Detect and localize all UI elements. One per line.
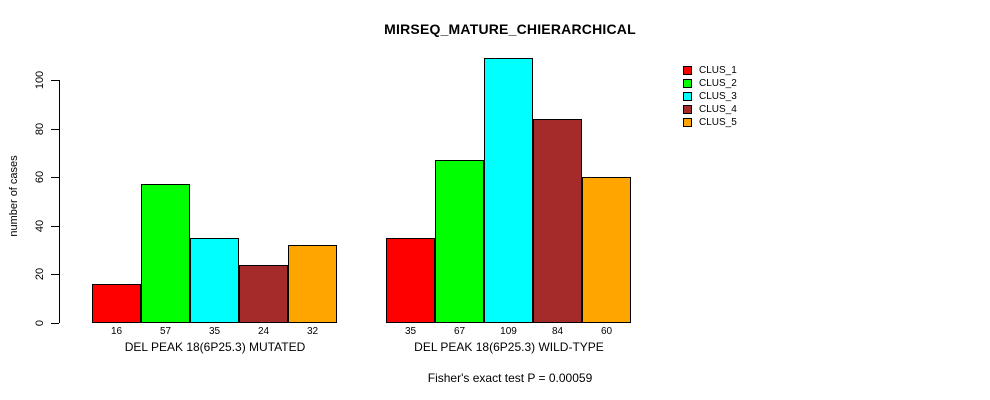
bar-clus_5-group2: [582, 177, 631, 323]
y-tick: [51, 177, 59, 178]
legend-label: CLUS_5: [699, 117, 737, 128]
y-axis-label: number of cases: [8, 155, 20, 237]
legend-swatch-icon: [683, 92, 692, 101]
legend-swatch-icon: [683, 105, 692, 114]
legend-label: CLUS_4: [699, 104, 737, 115]
bar-clus_1-group1: [92, 284, 141, 323]
legend-label: CLUS_2: [699, 78, 737, 89]
legend-item-clus_5: CLUS_5: [683, 116, 737, 129]
legend-item-clus_2: CLUS_2: [683, 77, 737, 90]
bar-clus_5-group1: [288, 245, 337, 323]
group-label-1: DEL PEAK 18(6P25.3) MUTATED: [124, 340, 306, 354]
legend-swatch-icon: [683, 79, 692, 88]
y-tick-label: 40: [34, 219, 46, 233]
bar-value-label: 24: [257, 326, 270, 337]
y-axis-line: [59, 80, 60, 323]
legend-item-clus_3: CLUS_3: [683, 90, 737, 103]
legend-label: CLUS_1: [699, 65, 737, 76]
bar-value-label: 57: [159, 326, 172, 337]
legend-swatch-icon: [683, 118, 692, 127]
bar-clus_4-group2: [533, 119, 582, 323]
bar-value-label: 32: [306, 326, 319, 337]
y-tick: [51, 80, 59, 81]
y-tick-label: 20: [34, 267, 46, 281]
bar-value-label: 35: [208, 326, 221, 337]
chart-title: MIRSEQ_MATURE_CHIERARCHICAL: [384, 21, 636, 37]
legend-item-clus_4: CLUS_4: [683, 103, 737, 116]
bar-clus_4-group1: [239, 265, 288, 323]
legend: CLUS_1 CLUS_2 CLUS_3 CLUS_4 CLUS_5: [683, 64, 737, 129]
y-tick: [51, 323, 59, 324]
legend-label: CLUS_3: [699, 91, 737, 102]
legend-item-clus_1: CLUS_1: [683, 64, 737, 77]
bar-value-label: 109: [500, 326, 517, 337]
bar-value-label: 16: [110, 326, 123, 337]
bar-value-label: 35: [404, 326, 417, 337]
y-tick: [51, 129, 59, 130]
group-label-2: DEL PEAK 18(6P25.3) WILD-TYPE: [414, 340, 604, 354]
legend-swatch-icon: [683, 66, 692, 75]
bar-clus_2-group2: [435, 160, 484, 323]
bar-clus_2-group1: [141, 184, 190, 323]
y-tick-label: 60: [34, 170, 46, 184]
y-tick-label: 80: [34, 122, 46, 136]
y-tick-label: 0: [34, 319, 46, 327]
bar-value-label: 67: [453, 326, 466, 337]
bar-value-label: 84: [551, 326, 564, 337]
annotation-fishers-test: Fisher's exact test P = 0.00059: [427, 371, 593, 385]
y-tick: [51, 226, 59, 227]
y-tick: [51, 274, 59, 275]
bar-clus_3-group1: [190, 238, 239, 323]
bar-clus_1-group2: [386, 238, 435, 323]
bar-clus_3-group2: [484, 58, 533, 323]
y-tick-label: 100: [34, 70, 46, 90]
bar-value-label: 60: [600, 326, 613, 337]
